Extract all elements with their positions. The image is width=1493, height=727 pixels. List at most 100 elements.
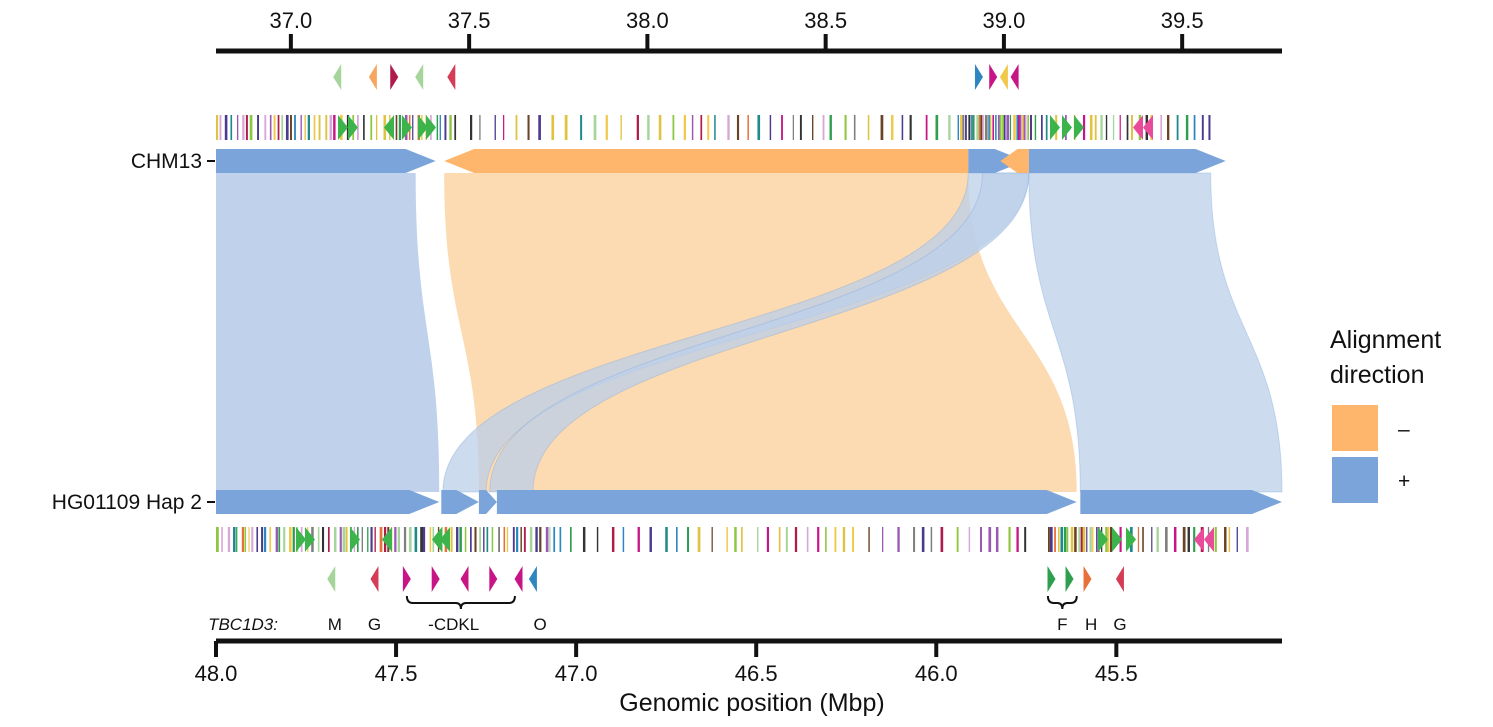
hg01109-arrow-plus: [441, 490, 479, 514]
hg01109-arrow-plus: [496, 490, 1077, 514]
gene-track-bar: [714, 115, 716, 140]
hg01109-arrow-plus: [216, 490, 440, 514]
tbc1d3-gene-marker-top: [390, 64, 399, 90]
gene-track-bar: [553, 527, 556, 552]
gene-track-bar: [1024, 527, 1027, 552]
gene-track-bar: [342, 527, 346, 552]
gene-track-bar: [1078, 527, 1081, 552]
gene-track-bar: [1107, 527, 1110, 552]
track-direction-arrow: [1194, 527, 1204, 552]
gene-track-bar: [1094, 115, 1097, 140]
gene-track-bar: [1023, 115, 1026, 140]
gene-track-bar: [968, 527, 971, 552]
tbc1d3-gene-marker-top: [974, 64, 983, 90]
gene-track-bar: [1074, 527, 1077, 552]
gene-track-bar: [290, 115, 292, 140]
chm13-arrow-minus: [444, 149, 969, 173]
track-direction-arrow: [1112, 527, 1122, 552]
gene-track-bar: [852, 527, 855, 552]
gene-track-bar: [989, 115, 992, 140]
gene-track-bar: [281, 115, 284, 140]
gene-track-bar: [327, 527, 330, 552]
gene-track-bar: [1193, 115, 1196, 140]
top-axis: 37.0 37.5 38.0 38.5 39.0 39.5: [216, 8, 1282, 54]
gene-track-bar: [691, 115, 694, 140]
gene-track-bar: [766, 527, 770, 552]
gene-track-bar: [1156, 527, 1159, 552]
gene-track-bar: [622, 527, 625, 552]
ribbon-plus: [1028, 172, 1283, 493]
tbc1d3-gene-marker-bottom: [514, 566, 523, 592]
gene-track-bar: [269, 527, 272, 552]
gene-track-bar: [611, 527, 615, 552]
gene-track-bar: [687, 527, 690, 552]
bottom-axis-tick-label: 46.5: [735, 661, 778, 686]
gene-track-bar: [1021, 115, 1024, 140]
gene-track-bar: [1096, 527, 1098, 552]
gene-track-bar: [1126, 115, 1129, 140]
gene-track-bar: [444, 115, 447, 140]
gene-track-bar: [535, 527, 538, 552]
gene-track-bar: [224, 115, 228, 140]
track-direction-arrow: [432, 527, 442, 552]
gene-track-bar: [734, 527, 737, 552]
gene-track-bar: [1016, 527, 1019, 552]
gene-track-bar: [582, 527, 586, 552]
gene-track-bar: [376, 115, 378, 140]
gene-track-bar: [273, 115, 276, 140]
gene-track-bar: [370, 115, 373, 140]
tbc1d3-gene-marker-top: [333, 64, 342, 90]
hg01109-gene-track: [216, 527, 1249, 552]
gene-track-bar: [1201, 115, 1204, 140]
gene-track-bar: [868, 527, 870, 552]
gene-track-bar: [1058, 527, 1060, 552]
gene-track-bar: [897, 527, 900, 552]
gene-track-bar: [901, 115, 904, 140]
tbc1d3-gene-marker-top: [999, 64, 1008, 90]
gene-track-bar: [520, 527, 522, 552]
gene-track-bar: [988, 527, 992, 552]
gene-track-bar: [486, 527, 489, 552]
gene-track-bar: [727, 115, 730, 140]
gene-track-bar: [464, 527, 467, 552]
gene-track-bar: [1100, 115, 1103, 140]
gene-track-bar: [825, 527, 827, 552]
gene-track-bar: [1110, 527, 1113, 552]
gene-track-bar: [853, 115, 856, 140]
gene-track-bar: [313, 115, 316, 140]
tbc1d3-gene-marker-top: [1010, 64, 1019, 90]
gene-track-bar: [285, 115, 289, 140]
gene-label: -CDKL: [428, 615, 479, 634]
tbc1d3-gene-marker-bottom: [1065, 566, 1074, 592]
legend-swatch-minus: [1330, 403, 1380, 453]
gene-track-bar: [459, 527, 462, 552]
bottom-axis-tick-label: 47.0: [555, 661, 598, 686]
gene-track-bar: [1002, 115, 1005, 140]
gene-track-bar: [1176, 115, 1179, 140]
legend-title-line1: Alignment: [1330, 326, 1441, 354]
gene-track-bar: [649, 527, 652, 552]
gene-track-bar: [1105, 115, 1108, 140]
gene-track-bar: [707, 115, 710, 140]
gene-track-bar: [834, 527, 837, 552]
gene-track-bar: [1034, 115, 1037, 140]
ribbon-plus: [216, 173, 440, 492]
gene-track-bar: [1131, 115, 1133, 140]
chm13-gene-markers: [333, 64, 1019, 90]
gene-track-bar: [956, 527, 959, 552]
gene-track-bar: [1185, 115, 1189, 140]
gene-track-bar: [370, 527, 373, 552]
gene-track-bar: [379, 527, 383, 552]
top-axis-tick-label: 39.5: [1161, 8, 1204, 33]
gene-track-bar: [842, 527, 846, 552]
gene-track-bar: [516, 527, 519, 552]
gene-track-bar: [374, 527, 376, 552]
gene-label: F: [1057, 615, 1067, 634]
gene-track-bar: [456, 527, 459, 552]
gene-track-bar: [665, 527, 668, 552]
gene-track-bar: [412, 115, 414, 140]
gene-track-bar: [995, 527, 999, 552]
track-direction-arrow: [440, 527, 450, 552]
gene-track-bar: [1228, 527, 1231, 552]
gene-track-bar: [1017, 115, 1021, 140]
